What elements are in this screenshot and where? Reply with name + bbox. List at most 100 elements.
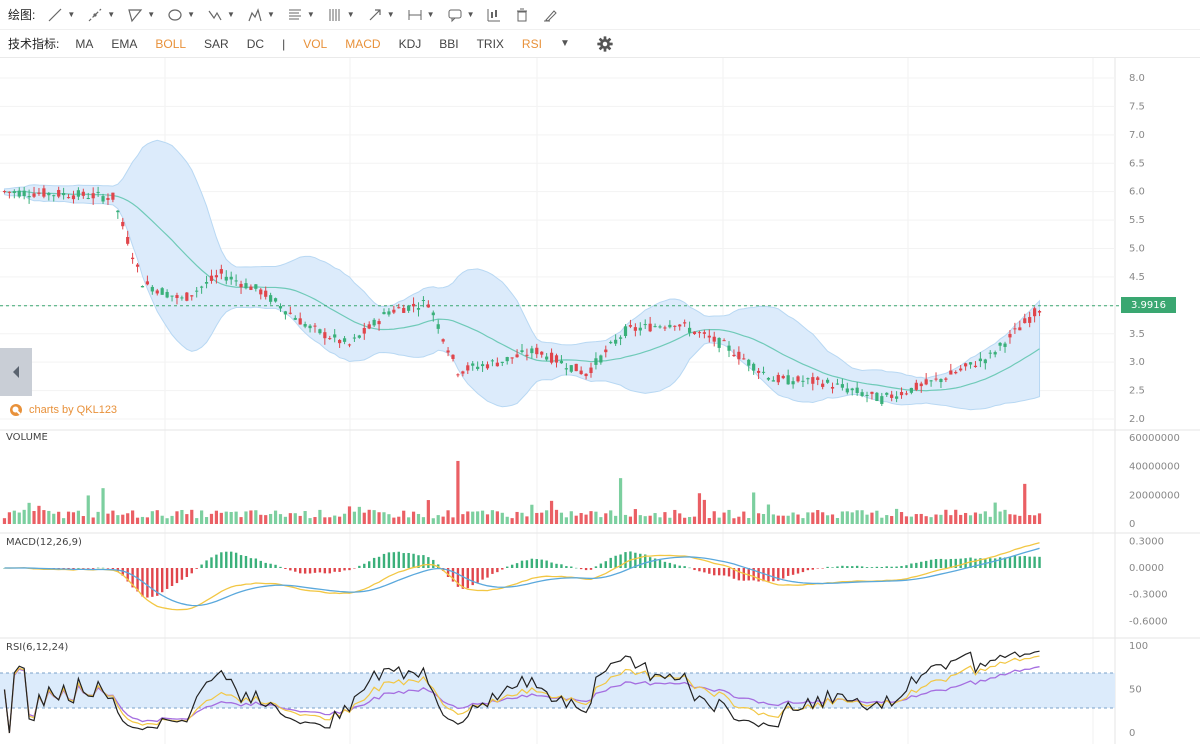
macd-histogram-bar [170, 568, 174, 586]
volume-bar [658, 517, 662, 524]
pattern-tool-button[interactable]: ▼ [207, 7, 235, 23]
macd-histogram-bar [579, 568, 583, 570]
macd-histogram-bar [451, 568, 455, 582]
candle-body [929, 380, 933, 382]
macd-histogram-bar [308, 568, 312, 574]
fib-tool-button[interactable]: ▼ [287, 7, 315, 23]
macd-histogram-bar [915, 562, 918, 568]
indicator-trix[interactable]: TRIX [476, 36, 504, 51]
line-tool-icon [48, 8, 62, 21]
candle-tool-icon [487, 8, 501, 21]
macd-histogram-bar [757, 568, 760, 582]
price-tick: 3.0 [1129, 357, 1145, 368]
indicator-dc[interactable]: DC [246, 36, 265, 51]
volume-bar [461, 514, 465, 524]
volume-bar [998, 511, 1002, 524]
candle-body [372, 319, 376, 326]
candle-body [554, 355, 559, 363]
more-indicators-dropdown[interactable]: ▼ [559, 38, 570, 49]
indicator-kdj[interactable]: KDJ [398, 36, 422, 51]
volume-bar [47, 510, 51, 524]
volume-bar [1003, 509, 1007, 524]
rsi-tick: 50 [1129, 685, 1142, 696]
volume-bar [737, 516, 741, 524]
range-tool-button[interactable]: ▼ [407, 7, 435, 23]
range-tool-icon [408, 9, 422, 20]
indicator-ma[interactable]: MA [75, 36, 94, 51]
macd-histogram-bar [727, 568, 731, 577]
volume-bar [328, 517, 332, 524]
candle-body [382, 312, 386, 315]
macd-histogram-bar [855, 565, 859, 568]
trading-chart[interactable]: VOLUME MACD(12,26,9) RSI(6,12,24) 8.0 7.5… [0, 58, 1200, 744]
indicator-bbi[interactable]: BBI [439, 36, 459, 51]
macd-histogram-bar [294, 568, 297, 572]
macd-panel: MACD(12,26,9) [3, 537, 1041, 611]
volume-bar [643, 516, 647, 524]
volume-bar [278, 514, 283, 524]
volume-bar [476, 511, 480, 524]
indicator-boll[interactable]: BOLL [155, 36, 187, 51]
macd-histogram-bar [432, 559, 435, 568]
candle-tool-button[interactable] [486, 7, 502, 23]
volume-bar [411, 511, 416, 524]
volume-bar [313, 517, 317, 524]
delete-button[interactable] [514, 7, 530, 23]
shapes-tool-button[interactable]: ▼ [247, 7, 275, 23]
line-tool-button[interactable]: ▼ [47, 7, 75, 23]
candle-body [830, 386, 835, 389]
macd-histogram-bar [274, 564, 277, 568]
volume-bar [747, 517, 751, 524]
scroll-left-button[interactable] [0, 348, 32, 396]
macd-histogram-bar [363, 563, 366, 568]
candle-body [318, 329, 322, 334]
macd-histogram-bar [486, 568, 489, 578]
volume-bar [840, 511, 844, 524]
volume-bar [628, 516, 633, 524]
eraser-button[interactable] [542, 7, 558, 23]
candle-body [254, 284, 258, 289]
indicator-toolbar: 技术指标: MA EMA BOLL SAR DC | VOL MACD KDJ … [0, 30, 1200, 58]
volume-bar [259, 514, 263, 524]
indicator-macd[interactable]: MACD [345, 36, 381, 51]
candle-body [185, 292, 189, 301]
candle-body [131, 257, 135, 260]
macd-histogram-bar [1028, 556, 1031, 568]
indicator-sar[interactable]: SAR [204, 36, 229, 51]
volume-tick: 60000000 [1129, 433, 1180, 444]
volume-bar [559, 512, 564, 524]
macd-histogram-bar [851, 566, 854, 568]
candle-body [37, 192, 41, 194]
candle-body [801, 380, 805, 382]
drawing-toolbar-label: 绘图: [8, 8, 36, 22]
macd-histogram-bar [993, 558, 997, 568]
ray-tool-button[interactable]: ▼ [87, 7, 115, 23]
volume-bar [273, 510, 278, 524]
bollinger-band [3, 139, 1041, 411]
macd-histogram-bar [974, 558, 977, 568]
macd-histogram-bar [131, 568, 134, 588]
rsi-band [0, 673, 1115, 708]
macd-histogram-bar [496, 568, 499, 573]
macd-histogram-bar [412, 553, 415, 568]
volume-bar [830, 514, 835, 524]
triangle-tool-button[interactable]: ▼ [127, 7, 155, 23]
comment-tool-button[interactable]: ▼ [447, 7, 474, 23]
macd-histogram-bar [481, 568, 484, 580]
circle-tool-button[interactable]: ▼ [167, 7, 195, 23]
candle-body [638, 327, 642, 331]
indicator-ema[interactable]: EMA [111, 36, 138, 51]
macd-histogram-bar [648, 557, 652, 568]
volume-bar [1023, 483, 1027, 524]
volume-bar [500, 512, 504, 524]
arrow-tool-button[interactable]: ▼ [367, 7, 395, 23]
candle-body [618, 337, 623, 339]
indicator-rsi[interactable]: RSI [521, 36, 542, 51]
macd-histogram-bar [565, 566, 568, 568]
volume-bar [761, 514, 766, 524]
indicator-vol[interactable]: VOL [303, 36, 328, 51]
gear-icon[interactable] [596, 35, 614, 53]
macd-histogram-bar [476, 568, 479, 583]
volume-bar [446, 510, 450, 524]
gann-tool-button[interactable]: ▼ [327, 7, 355, 23]
